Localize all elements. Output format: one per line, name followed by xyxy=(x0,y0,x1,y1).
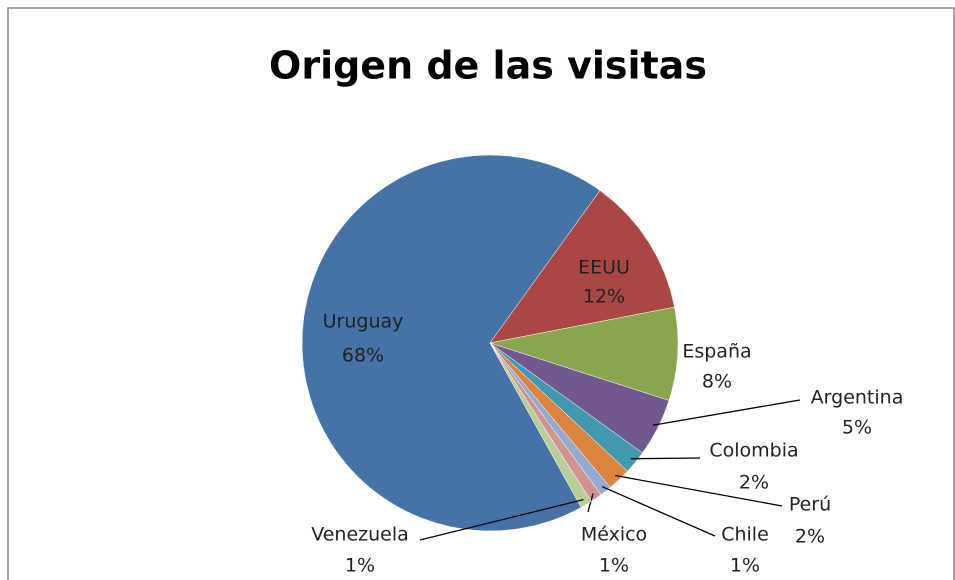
slice-value-label: 1% xyxy=(599,555,629,577)
pie-slice xyxy=(489,342,592,508)
slice-value-label: 1% xyxy=(345,555,375,577)
leader-line xyxy=(419,499,584,541)
slice-value-label: 5% xyxy=(842,417,872,439)
slice-label: Uruguay xyxy=(323,311,404,333)
slice-value-label: 2% xyxy=(739,472,769,494)
chart-title: Origen de las visitas xyxy=(269,44,707,88)
pie-slice xyxy=(489,190,675,344)
slice-label: Colombia xyxy=(709,440,798,462)
slice-value-label: 2% xyxy=(795,526,825,548)
slice-value-label: 1% xyxy=(730,555,760,577)
leader-line xyxy=(615,474,783,507)
slice-label: Perú xyxy=(789,494,831,516)
slice-label: Venezuela xyxy=(311,524,409,546)
leader-line xyxy=(602,486,716,537)
slice-label: EEUU xyxy=(578,257,630,279)
leader-line xyxy=(587,493,594,513)
slice-label: Argentina xyxy=(811,387,904,409)
slice-value-label: 8% xyxy=(702,371,732,393)
pie-slice xyxy=(301,154,601,532)
leader-line xyxy=(630,457,701,460)
slice-label: México xyxy=(581,524,647,546)
slice-value-label: 12% xyxy=(583,286,625,308)
slice-value-label: 68% xyxy=(342,345,384,367)
slice-label: España xyxy=(682,341,751,363)
slice-label: Chile xyxy=(721,524,769,546)
leader-line xyxy=(652,399,801,426)
pie-slice xyxy=(489,306,679,401)
